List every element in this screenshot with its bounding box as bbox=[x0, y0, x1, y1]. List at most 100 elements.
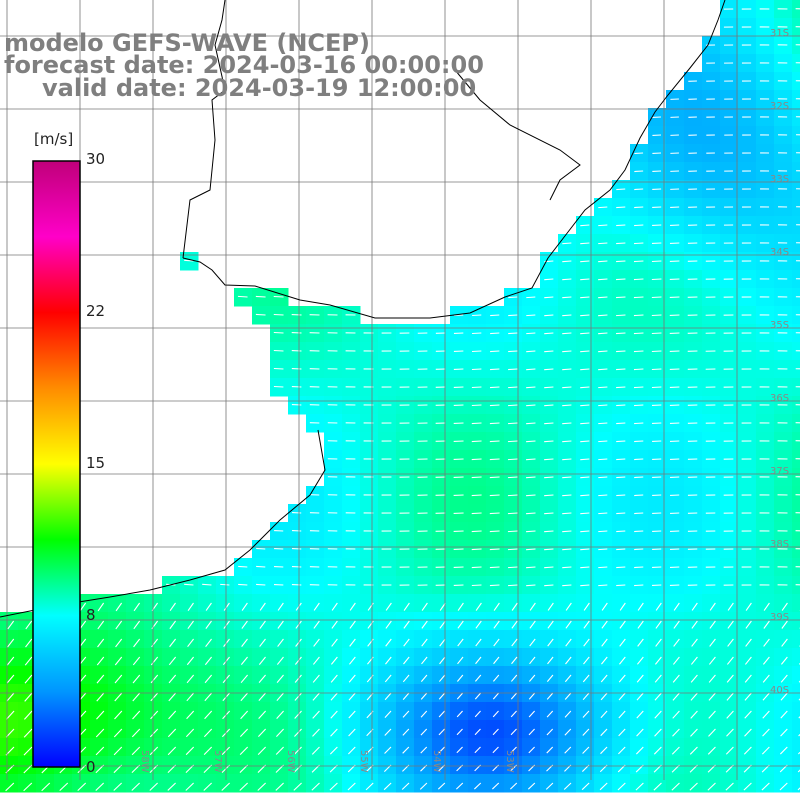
wind-arrow bbox=[691, 602, 698, 611]
wind-arrow bbox=[529, 620, 536, 629]
wind-arrow bbox=[598, 368, 608, 371]
wind-arrow bbox=[438, 728, 445, 736]
wind-cell bbox=[540, 594, 559, 613]
wind-arrow bbox=[258, 674, 266, 683]
wind-cell bbox=[234, 594, 253, 613]
wind-arrow bbox=[131, 782, 140, 791]
wind-arrow bbox=[489, 386, 500, 389]
wind-cell bbox=[162, 630, 181, 649]
wind-cell bbox=[234, 702, 253, 721]
wind-cell bbox=[684, 738, 703, 757]
wind-arrow bbox=[562, 404, 572, 407]
wind-arrow bbox=[167, 728, 177, 738]
wind-arrow bbox=[619, 656, 626, 665]
wind-arrow bbox=[113, 782, 123, 791]
wind-arrow bbox=[615, 314, 626, 317]
wind-arrow bbox=[762, 728, 770, 737]
wind-cell bbox=[378, 612, 397, 631]
wind-arrow bbox=[508, 332, 518, 335]
wind-arrow bbox=[655, 638, 662, 647]
wind-cell bbox=[468, 666, 487, 685]
wind-arrow bbox=[256, 565, 266, 568]
wind-cell bbox=[180, 738, 199, 757]
wind-cell bbox=[378, 630, 397, 649]
wind-arrow bbox=[508, 350, 518, 353]
wind-arrow bbox=[744, 728, 752, 737]
wind-arrow bbox=[202, 583, 212, 586]
wind-arrow bbox=[526, 350, 536, 353]
wind-cell bbox=[90, 666, 109, 685]
wind-arrow bbox=[726, 692, 734, 701]
wind-arrow bbox=[580, 278, 590, 281]
wind-arrow bbox=[637, 602, 644, 611]
wind-cell bbox=[486, 720, 505, 739]
wind-arrow bbox=[331, 602, 338, 611]
wind-arrow bbox=[114, 656, 123, 666]
wind-cell bbox=[216, 630, 235, 649]
wind-cell bbox=[108, 630, 127, 649]
wind-cell bbox=[180, 594, 199, 613]
wind-arrow bbox=[474, 746, 481, 754]
wind-arrow bbox=[745, 602, 752, 611]
wind-cell bbox=[360, 666, 379, 685]
wind-arrow bbox=[763, 638, 770, 647]
wind-cell bbox=[558, 738, 577, 757]
wind-cell bbox=[432, 702, 451, 721]
wind-arrow bbox=[508, 404, 518, 407]
wind-arrow bbox=[490, 332, 500, 335]
wind-cell bbox=[612, 666, 631, 685]
wind-arrow bbox=[169, 620, 176, 630]
wind-arrow bbox=[616, 350, 626, 353]
wind-arrow bbox=[562, 494, 572, 497]
wind-cell bbox=[414, 738, 433, 757]
wind-arrow bbox=[616, 476, 626, 479]
wind-arrow bbox=[187, 602, 194, 611]
wind-cell bbox=[738, 666, 757, 685]
wind-arrow bbox=[113, 728, 123, 738]
wind-arrow bbox=[598, 242, 608, 245]
colorbar-tick-30: 30 bbox=[86, 150, 106, 168]
wind-cell bbox=[18, 756, 37, 775]
wind-arrow bbox=[131, 728, 141, 738]
wind-arrow bbox=[24, 692, 33, 702]
wind-cell bbox=[414, 630, 433, 649]
wind-arrow bbox=[489, 584, 500, 587]
wind-arrow bbox=[203, 782, 212, 791]
wind-cell bbox=[216, 738, 235, 757]
wind-arrow bbox=[367, 602, 374, 611]
wind-arrow bbox=[384, 746, 392, 754]
wind-cell bbox=[180, 720, 199, 739]
wind-arrow bbox=[633, 368, 644, 371]
wind-cell bbox=[792, 648, 800, 667]
wind-cell bbox=[144, 774, 163, 793]
wind-arrow bbox=[654, 692, 662, 701]
wind-arrow bbox=[619, 620, 626, 629]
wind-arrow bbox=[507, 530, 518, 533]
wind-cell bbox=[234, 666, 253, 685]
wind-cell bbox=[702, 702, 721, 721]
wind-arrow bbox=[349, 620, 356, 629]
wind-arrow bbox=[312, 728, 320, 737]
wind-arrow bbox=[132, 674, 141, 684]
wind-cell bbox=[378, 702, 397, 721]
wind-arrow bbox=[633, 314, 644, 317]
wind-arrow bbox=[489, 512, 500, 515]
wind-arrow bbox=[132, 656, 141, 666]
wind-cell bbox=[648, 666, 667, 685]
wind-cell bbox=[252, 594, 271, 613]
wind-arrow bbox=[511, 602, 518, 611]
wind-cell bbox=[54, 774, 73, 793]
wind-cell bbox=[342, 702, 361, 721]
wind-arrow bbox=[259, 638, 266, 647]
wind-arrow bbox=[471, 386, 482, 389]
wind-arrow bbox=[529, 602, 536, 611]
latitude-label: 37S bbox=[770, 466, 789, 477]
wind-cell bbox=[90, 756, 109, 775]
wind-cell bbox=[558, 702, 577, 721]
wind-arrow bbox=[743, 746, 752, 755]
wind-arrow bbox=[598, 422, 608, 425]
wind-cell bbox=[504, 702, 523, 721]
wind-cell bbox=[324, 630, 343, 649]
wind-cell bbox=[342, 630, 361, 649]
wind-cell bbox=[792, 630, 800, 649]
